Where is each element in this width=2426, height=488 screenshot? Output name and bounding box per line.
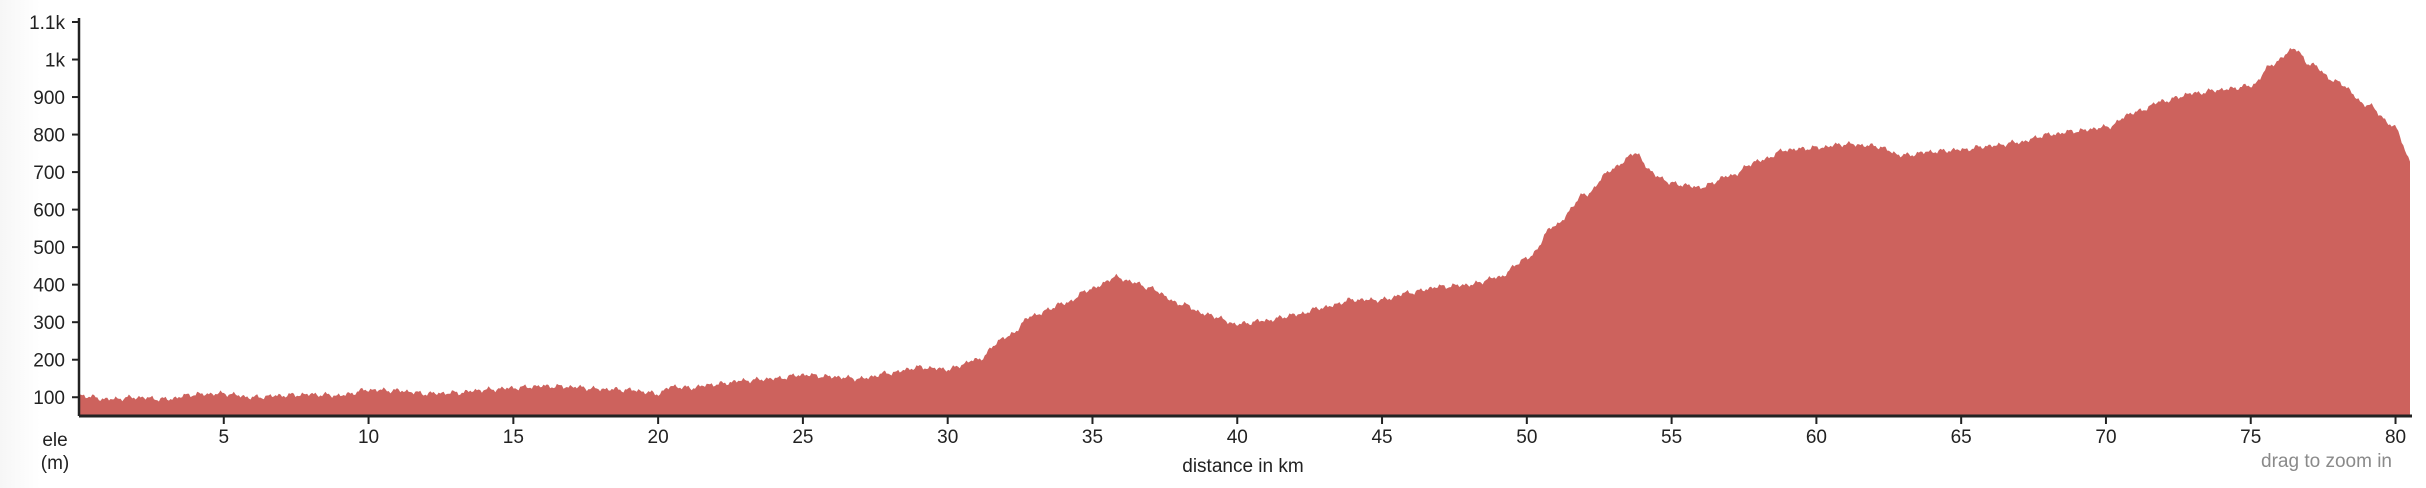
y-tick-label: 900	[33, 88, 65, 109]
x-tick-label: 5	[218, 427, 229, 448]
y-tick-label: 1.1k	[29, 13, 65, 34]
x-tick-label: 70	[2095, 427, 2116, 448]
x-tick-label: 30	[937, 427, 958, 448]
axes	[77, 18, 2412, 418]
y-tick-label: 800	[33, 126, 65, 147]
x-tick-label: 65	[1951, 427, 1972, 448]
x-tick-label: 45	[1371, 427, 1392, 448]
x-tick-label: 55	[1661, 427, 1682, 448]
y-tick-label: 500	[33, 238, 65, 259]
x-tick-label: 20	[648, 427, 669, 448]
y-axis-title: ele	[42, 430, 67, 451]
elevation-area-layer	[79, 48, 2410, 416]
y-tick-label: 200	[33, 351, 65, 372]
y-tick-label: 300	[33, 313, 65, 334]
y-tick-label: 700	[33, 163, 65, 184]
y-tick-label: 600	[33, 201, 65, 222]
elevation-area[interactable]	[79, 48, 2410, 416]
x-tick-label: 50	[1516, 427, 1537, 448]
x-axis-title: distance in km	[1182, 456, 1303, 477]
x-tick-label: 10	[358, 427, 379, 448]
x-tick-label: 80	[2385, 427, 2406, 448]
x-tick-label: 75	[2240, 427, 2261, 448]
x-tick-label: 35	[1082, 427, 1103, 448]
y-tick-label: 100	[33, 388, 65, 409]
x-tick-label: 25	[792, 427, 813, 448]
x-tick-label: 40	[1227, 427, 1248, 448]
drag-to-zoom-hint: drag to zoom in	[2261, 451, 2392, 472]
y-tick-label: 1k	[45, 51, 66, 72]
x-tick-label: 15	[503, 427, 524, 448]
x-tick-label: 60	[1806, 427, 1827, 448]
x-ticks: 5 10 15 20 25 30 35 40 45 50 55 60 65 70 75 80	[218, 416, 2406, 448]
y-ticks: 100 200 300 400 500 600 700 800 900 1k 1.1k	[29, 13, 79, 409]
y-tick-label: 400	[33, 276, 65, 297]
y-axis-unit: (m)	[41, 453, 69, 474]
